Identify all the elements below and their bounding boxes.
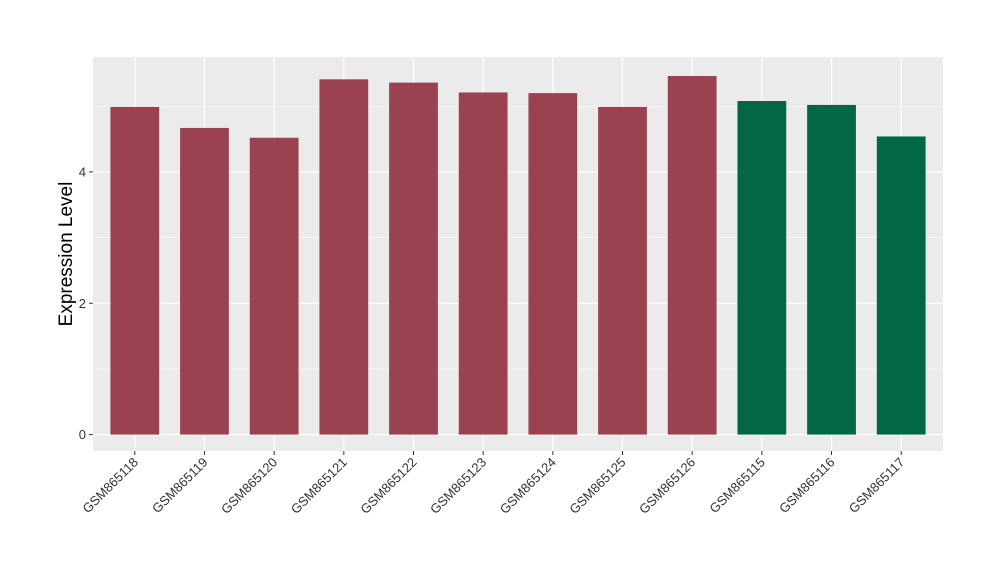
x-tick-label: GSM865115	[706, 455, 768, 517]
bar	[319, 79, 369, 435]
bar	[180, 127, 229, 435]
bar	[737, 100, 787, 435]
x-tick-label: GSM865116	[776, 455, 838, 517]
bar	[458, 92, 508, 435]
x-tick-label: GSM865117	[846, 455, 908, 517]
bar	[528, 93, 578, 435]
bar	[389, 82, 438, 435]
y-tick-label: 4	[79, 164, 86, 179]
x-tick-label: GSM865122	[357, 455, 419, 517]
bar	[667, 76, 717, 435]
x-tick-label: GSM865126	[636, 455, 698, 517]
x-tick-label: GSM865121	[288, 455, 350, 517]
minor-gridlines	[93, 105, 943, 370]
x-tick-label: GSM865119	[149, 455, 211, 517]
x-axis: GSM865118 GSM865119 GSM865120 GSM865121 GSM8…	[79, 451, 907, 517]
bar	[110, 106, 160, 435]
x-tick-label: GSM865124	[497, 455, 559, 517]
y-tick-label: 0	[79, 427, 86, 442]
x-tick-label: GSM865118	[79, 455, 141, 517]
y-axis-title: Expression Level	[56, 182, 77, 327]
x-tick-label: GSM865125	[566, 455, 628, 517]
x-tick-label: GSM865120	[218, 455, 280, 517]
bar	[807, 104, 856, 435]
bars	[110, 76, 926, 435]
bar	[876, 136, 926, 435]
x-tick-label: GSM865123	[427, 455, 489, 517]
bar	[249, 137, 299, 435]
y-axis: 0 2 4	[79, 164, 93, 442]
y-tick-label: 2	[79, 296, 86, 311]
plot-panel	[93, 57, 943, 451]
bar	[598, 106, 647, 435]
